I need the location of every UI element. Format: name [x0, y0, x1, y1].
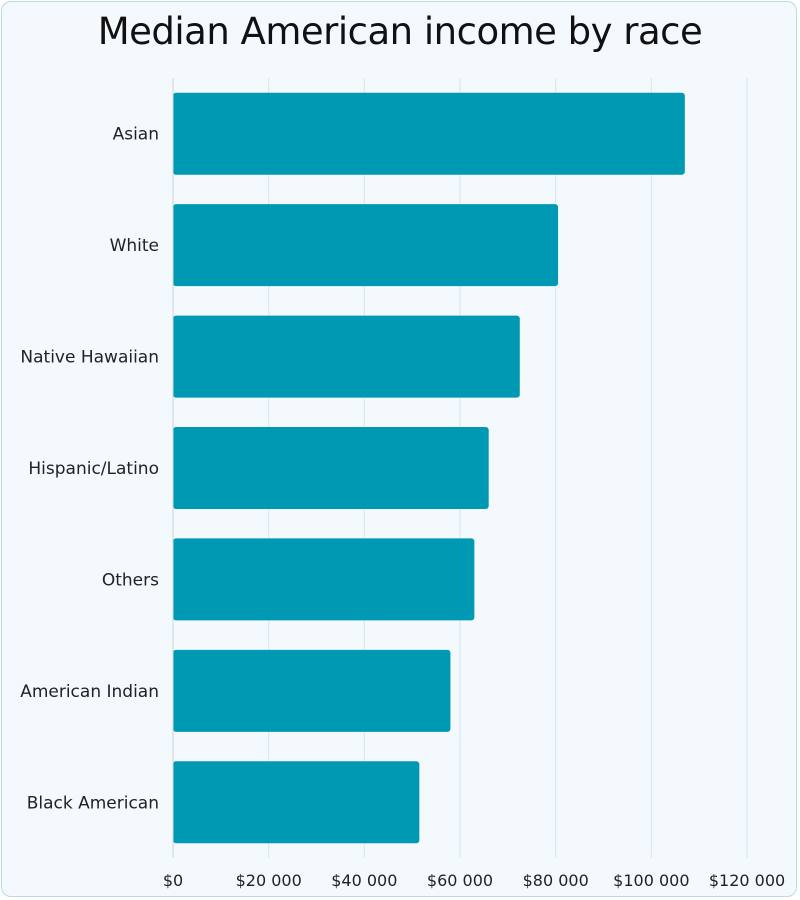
x-tick-label: $80 000 [523, 871, 589, 890]
bar [173, 92, 685, 175]
x-tick-label: $120 000 [709, 871, 785, 890]
category-label: Native Hawaiian [20, 348, 159, 368]
category-label: Others [102, 570, 159, 590]
bar [173, 761, 420, 844]
bar [173, 427, 489, 509]
category-labels: Asian White Native Hawaiian Hispanic/Latino… [20, 125, 159, 814]
bar [173, 538, 475, 621]
x-tick-label: $0 [163, 871, 183, 890]
x-tick-label: $100 000 [613, 871, 689, 890]
category-label: Black American [27, 793, 159, 813]
bar [173, 315, 520, 398]
x-tick-label: $40 000 [331, 871, 397, 890]
bar [173, 204, 559, 287]
category-label: Hispanic/Latino [28, 459, 159, 479]
category-label: Asian [113, 125, 159, 145]
category-label: White [110, 236, 159, 256]
chart-title: Median American income by race [97, 10, 703, 53]
bars [173, 92, 685, 844]
category-label: American Indian [20, 682, 159, 702]
x-tick-labels: $0 $20 000 $40 000 $60 000 $80 000 $100 000 $1… [163, 871, 785, 890]
bar [173, 649, 451, 732]
x-tick-label: $20 000 [236, 871, 302, 890]
x-tick-label: $60 000 [427, 871, 493, 890]
